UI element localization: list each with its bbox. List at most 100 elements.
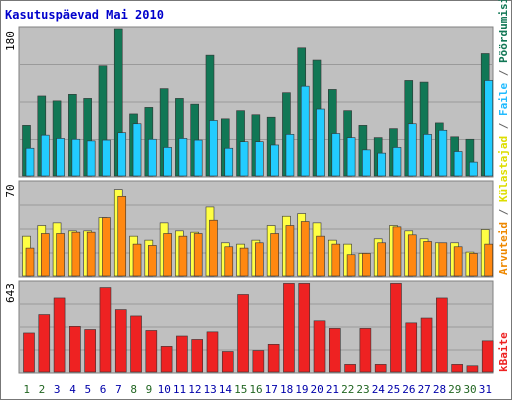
bar-kbaite-17 <box>267 344 280 373</box>
bar-arvuteid-10 <box>163 233 172 277</box>
bar-kbaite-6 <box>99 287 112 373</box>
bar-kbaite-26 <box>405 322 418 373</box>
legend-upper: Arvuteid / Külastajad / Faile / Pöördumi… <box>497 0 510 275</box>
legend-upper-faile: Faile <box>497 83 510 116</box>
bar-arvuteid-14 <box>224 246 234 277</box>
bar-kbaite-23 <box>359 328 372 373</box>
x-tick-label-20: 20 <box>311 383 324 396</box>
bar-arvuteid-11 <box>178 235 188 277</box>
x-tick-label-17: 17 <box>265 383 278 396</box>
bar-arvuteid-30 <box>469 253 478 277</box>
bar-arvuteid-18 <box>285 225 295 277</box>
bar-faile-12 <box>193 139 203 177</box>
bar-arvuteid-31 <box>484 243 494 277</box>
bar-kbaite-27 <box>420 317 433 373</box>
bar-arvuteid-7 <box>117 195 127 277</box>
bar-arvuteid-16 <box>255 242 264 277</box>
x-tick-label-22: 22 <box>341 383 354 396</box>
bar-arvuteid-2 <box>40 233 50 277</box>
bar-faile-27 <box>423 134 432 177</box>
bar-arvuteid-26 <box>407 234 417 277</box>
bar-kbaite-1 <box>23 332 35 373</box>
bar-faile-1 <box>25 147 35 177</box>
bar-faile-28 <box>438 129 448 177</box>
bar-faile-23 <box>362 149 371 177</box>
x-tick-label-5: 5 <box>84 383 91 396</box>
legend-kbaite-kbaite: kBaite <box>497 332 510 372</box>
x-tick-label-4: 4 <box>69 383 76 396</box>
bar-kbaite-16 <box>252 350 265 373</box>
bar-arvuteid-4 <box>71 231 81 277</box>
x-tick-label-26: 26 <box>402 383 415 396</box>
bar-arvuteid-29 <box>453 246 463 277</box>
bar-faile-2 <box>40 134 50 177</box>
x-tick-label-13: 13 <box>204 383 217 396</box>
bar-arvuteid-24 <box>377 242 386 277</box>
bar-arvuteid-1 <box>25 247 35 277</box>
bar-kbaite-29 <box>451 364 463 373</box>
bar-kbaite-20 <box>313 320 326 373</box>
bar-kbaite-30 <box>466 365 479 373</box>
bar-kbaite-21 <box>329 328 341 373</box>
bar-arvuteid-9 <box>148 245 157 277</box>
bar-faile-3 <box>56 138 65 177</box>
bar-arvuteid-23 <box>362 253 371 277</box>
bar-faile-29 <box>453 151 463 177</box>
bar-arvuteid-12 <box>193 233 203 277</box>
bar-arvuteid-15 <box>239 247 249 277</box>
bar-faile-17 <box>270 144 279 177</box>
x-tick-label-1: 1 <box>23 383 30 396</box>
x-tick-label-30: 30 <box>463 383 476 396</box>
bar-arvuteid-17 <box>270 233 279 277</box>
bar-faile-25 <box>392 147 402 177</box>
bar-faile-13 <box>209 120 218 177</box>
bar-kbaite-12 <box>191 339 203 373</box>
bar-faile-6 <box>102 139 111 177</box>
bar-faile-9 <box>148 138 157 177</box>
bar-faile-20 <box>316 108 325 177</box>
bar-faile-11 <box>178 138 188 177</box>
x-tick-label-25: 25 <box>387 383 400 396</box>
x-tick-label-21: 21 <box>326 383 339 396</box>
bar-faile-4 <box>71 138 81 177</box>
x-tick-label-15: 15 <box>234 383 247 396</box>
bar-kbaite-14 <box>221 351 234 373</box>
bar-faile-10 <box>163 147 172 177</box>
bar-arvuteid-22 <box>346 254 356 277</box>
bar-arvuteid-13 <box>209 219 218 277</box>
bar-arvuteid-27 <box>423 241 432 277</box>
x-tick-label-24: 24 <box>372 383 386 396</box>
bar-kbaite-24 <box>374 364 387 373</box>
bar-faile-22 <box>346 137 356 177</box>
bar-arvuteid-6 <box>102 217 111 277</box>
x-tick-label-8: 8 <box>130 383 137 396</box>
bar-faile-18 <box>285 134 295 177</box>
legend-kbaite: kBaite <box>497 332 510 372</box>
x-tick-label-28: 28 <box>433 383 446 396</box>
bar-faile-14 <box>224 147 234 177</box>
bar-kbaite-11 <box>176 335 188 373</box>
bar-kbaite-7 <box>114 309 127 373</box>
bar-kbaite-18 <box>283 283 295 373</box>
bar-arvuteid-3 <box>56 233 65 277</box>
x-tick-label-10: 10 <box>158 383 171 396</box>
x-tick-label-6: 6 <box>100 383 107 396</box>
bar-faile-24 <box>377 152 386 177</box>
x-tick-label-12: 12 <box>188 383 201 396</box>
bar-kbaite-15 <box>237 294 249 373</box>
bar-kbaite-3 <box>53 297 66 373</box>
bar-arvuteid-25 <box>392 226 402 277</box>
legend-upper-separator: / <box>497 202 510 222</box>
panel-3-ymax-label: 643 <box>4 283 17 303</box>
panel-2-ymax-label: 70 <box>4 184 17 197</box>
x-tick-label-29: 29 <box>448 383 461 396</box>
x-tick-label-2: 2 <box>39 383 46 396</box>
x-tick-label-23: 23 <box>356 383 369 396</box>
bar-kbaite-2 <box>38 314 51 373</box>
x-tick-label-14: 14 <box>219 383 233 396</box>
bar-kbaite-4 <box>69 326 81 373</box>
bar-faile-8 <box>132 123 142 177</box>
bar-faile-7 <box>117 132 127 177</box>
